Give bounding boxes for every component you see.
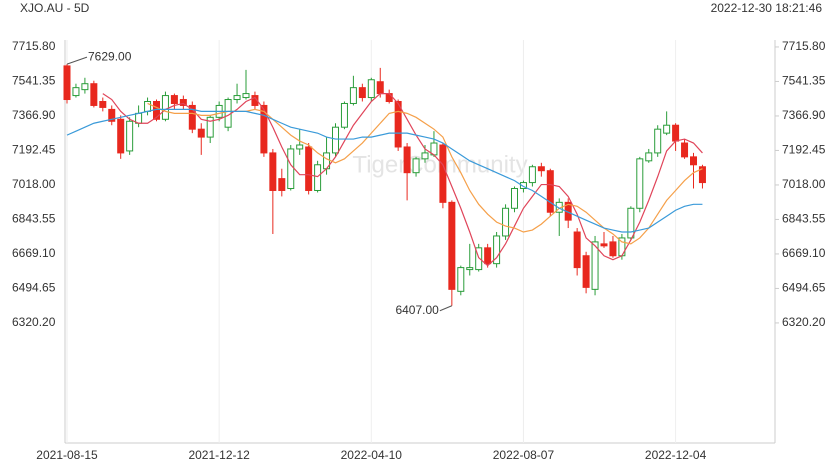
- annotation-leader: [66, 56, 88, 65]
- y-tick-label: 6669.10: [12, 246, 56, 260]
- y-tick-label: 6843.55: [12, 212, 56, 226]
- candle-body: [537, 166, 545, 172]
- candle-body: [385, 93, 393, 102]
- candle-body: [242, 93, 250, 99]
- candle-body: [206, 116, 214, 138]
- candle-body: [528, 166, 536, 184]
- y-tick-label: 7018.00: [12, 177, 56, 191]
- candle-body: [421, 152, 429, 160]
- candle-body: [546, 170, 554, 213]
- ma-line: [102, 92, 703, 267]
- candle-body: [144, 100, 152, 112]
- candle-body: [448, 201, 456, 290]
- y-tick-label-right: 6669.10: [782, 246, 826, 260]
- candle-body: [358, 87, 366, 99]
- candle-body: [233, 95, 241, 101]
- candle-body: [170, 95, 178, 104]
- y-tick-label-right: 7018.00: [782, 177, 826, 191]
- chart-title: XJO.AU - 5D: [20, 1, 90, 15]
- candle-body: [117, 118, 125, 154]
- candle-body: [188, 104, 196, 130]
- x-tick-label: 2021-12-12: [188, 448, 250, 462]
- candle-body: [654, 128, 662, 154]
- y-tick-label: 7541.35: [12, 74, 56, 88]
- candle-body: [600, 243, 608, 247]
- candle-body: [72, 87, 80, 97]
- candle-body: [681, 142, 689, 158]
- candle-body: [457, 267, 465, 292]
- candle-body: [484, 247, 492, 265]
- candle-body: [636, 158, 644, 209]
- candle-body: [466, 267, 474, 271]
- ma-line: [66, 108, 703, 233]
- candle-body: [394, 100, 402, 148]
- timestamp: 2022-12-30 18:21:46: [711, 1, 823, 15]
- candle-body: [672, 124, 680, 142]
- candle-body: [305, 146, 313, 191]
- candle-body: [251, 95, 259, 106]
- annotation: 6407.00: [395, 303, 439, 317]
- y-tick-label: 7715.80: [12, 39, 56, 53]
- annotation-leader: [439, 305, 453, 312]
- candle-body: [332, 126, 339, 154]
- candle-body: [690, 156, 697, 166]
- candle-body: [108, 108, 116, 122]
- candle-body: [439, 144, 447, 203]
- candle-body: [376, 81, 384, 95]
- candle-body: [287, 148, 295, 190]
- y-tick-label-right: 7192.45: [782, 143, 826, 157]
- candle-body: [269, 152, 277, 191]
- candle-body: [278, 178, 286, 191]
- candle-body: [627, 207, 635, 239]
- candle-body: [340, 102, 348, 128]
- candle-body: [314, 164, 322, 191]
- y-tick-label: 6494.65: [12, 281, 56, 295]
- candle-body: [475, 247, 483, 271]
- x-tick-label: 2022-08-07: [493, 448, 555, 462]
- candle-body: [519, 182, 527, 190]
- candle-body: [99, 100, 107, 108]
- candle-body: [126, 120, 134, 152]
- candle-body: [591, 241, 599, 290]
- y-tick-label: 7192.45: [12, 143, 56, 157]
- y-tick-label: 7366.90: [12, 108, 56, 122]
- candle-body: [367, 79, 375, 99]
- candle-body: [663, 124, 671, 134]
- annotation: 7629.00: [88, 49, 132, 63]
- y-tick-label-right: 7366.90: [782, 108, 826, 122]
- x-tick-label: 2022-04-10: [341, 448, 403, 462]
- candle-body: [296, 144, 304, 150]
- candle-body: [179, 99, 187, 106]
- candle-body: [511, 188, 518, 209]
- y-tick-label-right: 6843.55: [782, 212, 826, 226]
- candle-body: [698, 166, 706, 184]
- y-tick-label-right: 6494.65: [782, 281, 826, 295]
- candle-body: [63, 65, 71, 101]
- candle-body: [81, 83, 89, 91]
- candle-body: [260, 104, 268, 154]
- y-tick-label: 6320.20: [12, 315, 56, 329]
- candle-body: [609, 241, 617, 257]
- candle-body: [90, 83, 98, 106]
- candle-body: [161, 95, 169, 120]
- candle-body: [412, 158, 420, 174]
- y-tick-label-right: 6320.20: [782, 315, 826, 329]
- candle-body: [197, 128, 205, 138]
- x-tick-label: 2022-12-04: [645, 448, 707, 462]
- candle-body: [502, 207, 510, 237]
- candle-body: [493, 235, 501, 265]
- candle-body: [349, 87, 357, 104]
- candle-body: [645, 152, 653, 162]
- candle-body: [582, 255, 590, 288]
- x-tick-label: 2021-08-15: [36, 448, 98, 462]
- y-tick-label-right: 7541.35: [782, 74, 826, 88]
- y-tick-label-right: 7715.80: [782, 39, 826, 53]
- candle-body: [403, 146, 411, 174]
- candle-body: [573, 231, 581, 269]
